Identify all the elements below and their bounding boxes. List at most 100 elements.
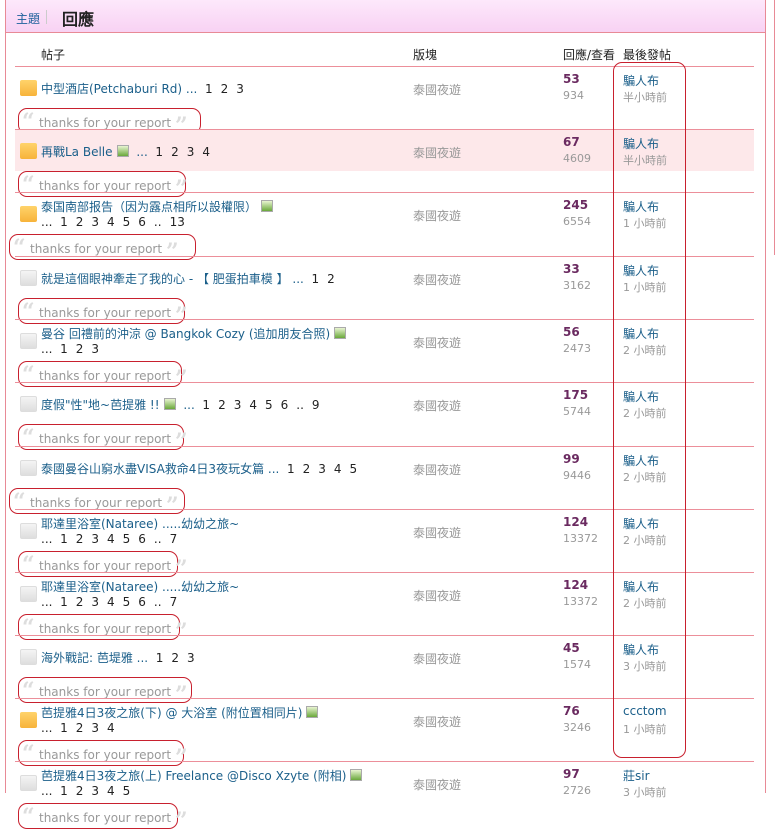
page-link[interactable]: 3: [91, 721, 99, 735]
page-link[interactable]: 3: [91, 342, 99, 356]
page-link[interactable]: 2: [327, 272, 335, 286]
page-link[interactable]: 5: [122, 532, 131, 546]
page-link[interactable]: 4: [107, 595, 115, 609]
page-link[interactable]: ..: [153, 595, 162, 609]
page-link[interactable]: 6: [280, 398, 289, 412]
page-link[interactable]: 9: [311, 398, 320, 412]
topic-title-link[interactable]: 泰國曼谷山窮水盡VISA救命4日3夜玩女篇: [41, 462, 265, 476]
last-poster-link[interactable]: 騙人布: [623, 454, 660, 468]
page-link[interactable]: 5: [122, 784, 131, 798]
last-poster-link[interactable]: ccctom: [623, 704, 667, 718]
topic-title-link[interactable]: 泰国南部报告（因为露点相所以設權限）: [41, 200, 258, 214]
page-link[interactable]: ..: [153, 532, 162, 546]
page-link[interactable]: 6: [138, 532, 146, 546]
page-link[interactable]: 6: [138, 215, 146, 229]
page-link[interactable]: 3: [236, 82, 244, 96]
page-link[interactable]: 5: [349, 462, 358, 476]
page-link[interactable]: 2: [75, 595, 84, 609]
topic-title-link[interactable]: 中型酒店(Petchaburi Rd): [41, 82, 183, 96]
page-link[interactable]: 1: [60, 215, 68, 229]
tab-reply[interactable]: 回應: [62, 10, 95, 29]
page-link[interactable]: 4: [107, 784, 115, 798]
page-link[interactable]: 2: [75, 784, 84, 798]
page-link[interactable]: 3: [91, 595, 99, 609]
topic-title-link[interactable]: 就是這個眼神牽走了我的心 - 【 肥蛋拍車模 】: [41, 272, 289, 286]
topic-title-link[interactable]: 芭提雅4日3夜之旅(上) Freelance @Disco Xzyte (附相): [41, 769, 347, 783]
page-link[interactable]: 4: [107, 215, 115, 229]
page-link[interactable]: 5: [122, 595, 131, 609]
board-link[interactable]: 泰國夜遊: [413, 526, 462, 540]
last-post-time[interactable]: 2 小時前: [623, 344, 667, 357]
page-link[interactable]: 1: [155, 145, 164, 159]
last-poster-link[interactable]: 騙人布: [623, 264, 660, 278]
page-link[interactable]: 7: [169, 595, 178, 609]
page-link[interactable]: 2: [75, 342, 84, 356]
page-link[interactable]: 1: [286, 462, 295, 476]
page-link[interactable]: 4: [107, 532, 115, 546]
topic-title-link[interactable]: 耶達里浴室(Nataree) .....幼幼之旅~: [41, 517, 240, 531]
last-post-time[interactable]: 2 小時前: [623, 407, 667, 420]
page-link[interactable]: 1: [60, 595, 68, 609]
board-link[interactable]: 泰國夜遊: [413, 652, 462, 666]
page-link[interactable]: 3: [187, 651, 195, 665]
page-link[interactable]: 3: [91, 784, 99, 798]
last-post-time[interactable]: 2 小時前: [623, 597, 667, 610]
board-link[interactable]: 泰國夜遊: [413, 589, 462, 603]
page-link[interactable]: 5: [122, 215, 131, 229]
page-link[interactable]: 3: [318, 462, 326, 476]
page-link[interactable]: 3: [91, 215, 99, 229]
page-link[interactable]: ..: [153, 215, 162, 229]
page-link[interactable]: 1: [60, 342, 68, 356]
page-link[interactable]: 2: [171, 651, 180, 665]
last-post-time[interactable]: 1 小時前: [623, 217, 667, 230]
page-link[interactable]: 2: [302, 462, 311, 476]
page-link[interactable]: 1: [60, 721, 68, 735]
page-link[interactable]: 3: [91, 532, 99, 546]
board-link[interactable]: 泰國夜遊: [413, 778, 462, 792]
topic-title-link[interactable]: 耶達里浴室(Nataree) .....幼幼之旅~: [41, 580, 240, 594]
page-link[interactable]: 2: [75, 215, 84, 229]
page-link[interactable]: 4: [107, 721, 115, 735]
board-link[interactable]: 泰國夜遊: [413, 209, 462, 223]
last-post-time[interactable]: 2 小時前: [623, 471, 667, 484]
tab-topic[interactable]: 主題: [16, 12, 41, 26]
page-link[interactable]: 1: [60, 532, 68, 546]
page-link[interactable]: 7: [169, 532, 178, 546]
page-link[interactable]: 2: [75, 532, 84, 546]
page-link[interactable]: 13: [169, 215, 185, 229]
page-link[interactable]: 5: [264, 398, 273, 412]
last-post-time[interactable]: 半小時前: [623, 91, 667, 104]
page-link[interactable]: 2: [171, 145, 179, 159]
last-poster-link[interactable]: 騙人布: [623, 517, 660, 531]
last-poster-link[interactable]: 騙人布: [623, 74, 660, 88]
last-post-time[interactable]: 半小時前: [623, 154, 667, 167]
page-link[interactable]: 1: [311, 272, 320, 286]
last-poster-link[interactable]: 騙人布: [623, 643, 660, 657]
board-link[interactable]: 泰國夜遊: [413, 83, 462, 97]
board-link[interactable]: 泰國夜遊: [413, 146, 462, 160]
page-link[interactable]: 2: [75, 721, 84, 735]
page-link[interactable]: 2: [220, 82, 229, 96]
board-link[interactable]: 泰國夜遊: [413, 273, 462, 287]
page-link[interactable]: 4: [333, 462, 342, 476]
last-poster-link[interactable]: 騙人布: [623, 580, 660, 594]
last-post-time[interactable]: 1 小時前: [623, 281, 667, 294]
board-link[interactable]: 泰國夜遊: [413, 336, 462, 350]
page-link[interactable]: 4: [202, 145, 210, 159]
topic-title-link[interactable]: 海外戰記: 芭堤雅: [41, 651, 133, 665]
topic-title-link[interactable]: 度假"性"地~芭提雅 !!: [41, 398, 160, 412]
topic-title-link[interactable]: 再戰La Belle: [41, 145, 113, 159]
last-post-time[interactable]: 3 小時前: [623, 786, 667, 799]
last-post-time[interactable]: 1 小時前: [623, 723, 667, 736]
last-poster-link[interactable]: 騙人布: [623, 390, 660, 404]
last-poster-link[interactable]: 騙人布: [623, 200, 660, 214]
page-link[interactable]: 1: [202, 398, 211, 412]
page-link[interactable]: 4: [249, 398, 257, 412]
page-link[interactable]: 1: [60, 784, 68, 798]
last-poster-link[interactable]: 騙人布: [623, 327, 660, 341]
page-link[interactable]: 6: [138, 595, 146, 609]
last-post-time[interactable]: 3 小時前: [623, 660, 667, 673]
board-link[interactable]: 泰國夜遊: [413, 399, 462, 413]
board-link[interactable]: 泰國夜遊: [413, 463, 462, 477]
page-link[interactable]: 1: [204, 82, 213, 96]
